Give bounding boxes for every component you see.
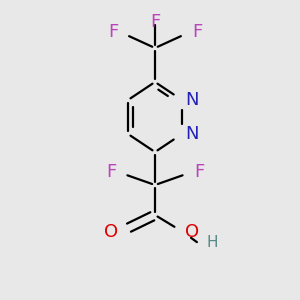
Text: N: N	[185, 125, 199, 143]
Text: F: F	[150, 13, 160, 31]
Text: F: F	[194, 163, 204, 181]
Text: N: N	[185, 91, 199, 109]
Text: F: F	[192, 23, 202, 41]
Text: F: F	[108, 23, 118, 41]
Text: O: O	[104, 223, 118, 241]
Text: O: O	[185, 223, 199, 241]
Text: H: H	[207, 235, 218, 250]
Text: F: F	[106, 163, 116, 181]
